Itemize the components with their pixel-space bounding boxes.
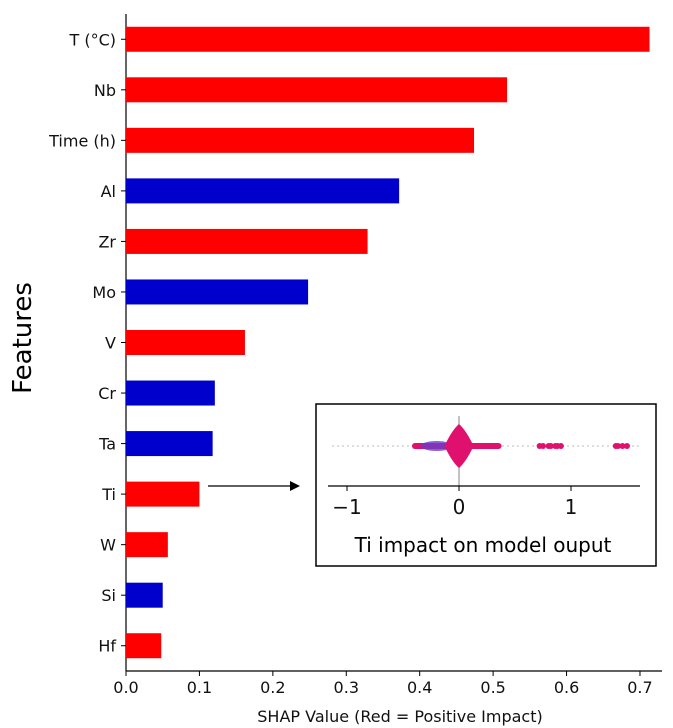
y-tick-label: Al <box>101 182 116 201</box>
swarm-point <box>619 443 626 449</box>
x-tick-label: 0.2 <box>260 678 285 697</box>
x-tick-label: 0.6 <box>554 678 579 697</box>
inset-panel: −1 0 1 Ti impact on model ouput <box>315 403 657 567</box>
bar-5 <box>126 279 309 305</box>
x-tick-label: 0.3 <box>334 678 359 697</box>
swarm-point <box>540 443 546 449</box>
bar-0 <box>126 26 650 52</box>
bar-2 <box>126 127 475 153</box>
x-tick-label: 0.4 <box>407 678 432 697</box>
swarm-blue-cluster <box>420 441 453 451</box>
inset-tick-label: 0 <box>453 495 466 519</box>
bar-3 <box>126 178 400 204</box>
y-tick-label: V <box>105 334 116 353</box>
x-tick-label: 0.7 <box>627 678 652 697</box>
swarm-point <box>547 443 554 449</box>
bars <box>126 26 650 659</box>
bar-12 <box>126 633 162 659</box>
inset-caption: Ti impact on model ouput <box>354 533 612 557</box>
callout-arrow <box>208 481 300 491</box>
inset-tick-label: 1 <box>565 495 578 519</box>
bar-6 <box>126 330 245 355</box>
y-tick-label: Mo <box>92 283 116 302</box>
y-tick-label: Ti <box>101 485 116 504</box>
x-tick-label: 0.5 <box>480 678 505 697</box>
bar-8 <box>126 431 213 457</box>
y-tick-label: Nb <box>94 81 116 100</box>
inset-tick-labels: −1 0 1 <box>332 486 577 519</box>
y-tick-label: Cr <box>98 384 116 403</box>
bar-9 <box>126 481 200 507</box>
inset-tick-label: −1 <box>332 495 361 519</box>
bar-7 <box>126 380 215 406</box>
x-tick-label: 0.0 <box>113 678 138 697</box>
y-tick-label: Ta <box>98 435 116 454</box>
y-axis-label: Features <box>8 282 38 394</box>
swarm-point <box>557 443 564 449</box>
y-tick-label: T (°C) <box>68 30 116 49</box>
y-tick-label: W <box>100 536 116 555</box>
y-tick-labels: T (°C) Nb Time (h) Al Zr Mo V Cr Ta Ti W Si Hf <box>48 30 126 656</box>
bar-1 <box>126 77 508 103</box>
inset-beeswarm <box>411 424 630 468</box>
y-tick-label: Si <box>101 586 116 605</box>
bar-10 <box>126 532 168 558</box>
x-tick-label: 0.1 <box>187 678 212 697</box>
swarm-point <box>615 443 622 449</box>
bar-4 <box>126 228 368 254</box>
y-tick-label: Time (h) <box>48 131 116 150</box>
x-tick-labels: 0.0 0.1 0.2 0.3 0.4 0.5 0.6 0.7 <box>113 671 653 697</box>
y-tick-label: Zr <box>98 232 116 251</box>
bar-11 <box>126 582 163 608</box>
swarm-point <box>624 443 630 449</box>
y-tick-label: Hf <box>98 637 116 656</box>
x-axis-label: SHAP Value (Red = Positive Impact) <box>257 707 542 726</box>
swarm-core <box>444 424 474 468</box>
